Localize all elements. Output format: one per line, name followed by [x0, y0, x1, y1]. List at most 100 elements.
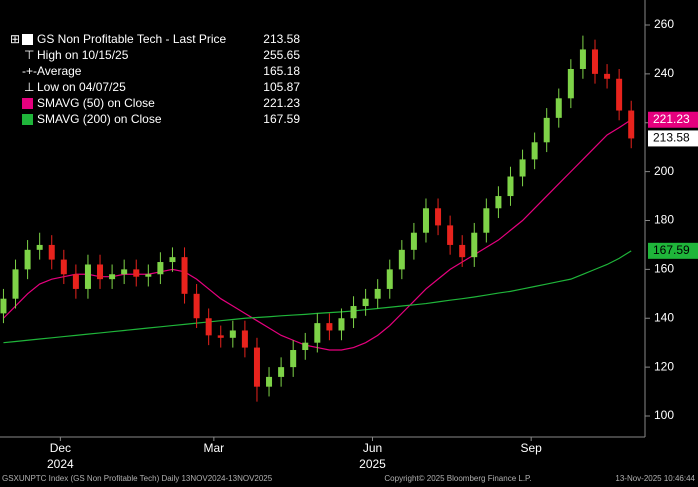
- candle-body: [169, 257, 176, 263]
- candle-body: [121, 269, 128, 275]
- candle-body: [507, 176, 514, 197]
- candle-body: [447, 225, 454, 245]
- candle-body: [290, 350, 297, 368]
- candle-body: [84, 264, 91, 289]
- y-tick-label: 160: [654, 262, 674, 276]
- plot: [0, 35, 635, 402]
- x-tick-label: Sep: [520, 441, 542, 455]
- candle-body: [36, 244, 43, 250]
- legend-value: 255.65: [263, 48, 300, 62]
- legend-value: 221.23: [263, 96, 300, 110]
- candle-body: [217, 335, 224, 338]
- legend-label: Average: [37, 64, 82, 78]
- candle-body: [338, 318, 345, 331]
- legend-glyph: ⊞: [10, 32, 20, 46]
- candle-body: [579, 49, 586, 69]
- candle-body: [145, 274, 152, 277]
- candle-body: [278, 367, 285, 377]
- candle-body: [241, 330, 248, 348]
- candle-body: [12, 269, 19, 299]
- candle-body: [253, 347, 260, 387]
- candle-body: [459, 244, 466, 258]
- candle-body: [495, 196, 502, 209]
- legend-glyph: ⊤: [24, 48, 34, 62]
- last-value-label: 221.23: [653, 112, 690, 126]
- legend-swatch: [22, 34, 33, 45]
- last-value-label: 213.58: [653, 131, 690, 145]
- candle-body: [109, 274, 116, 280]
- candle-body: [0, 298, 7, 314]
- candle-body: [435, 208, 442, 226]
- legend-label: SMAVG (50) on Close: [37, 96, 155, 110]
- candle-body: [591, 49, 598, 74]
- candle-body: [422, 208, 429, 233]
- footer-left: GSXUNPTC Index (GS Non Profitable Tech) …: [2, 474, 273, 483]
- last-value-tag: [648, 130, 698, 147]
- y-tick-label: 260: [654, 17, 674, 31]
- legend-swatch: [22, 114, 33, 125]
- candle-body: [483, 208, 490, 233]
- candle-body: [555, 98, 562, 118]
- last-value-tag: [648, 111, 698, 128]
- y-tick-label: 180: [654, 213, 674, 227]
- candle-body: [543, 117, 550, 143]
- candle-body: [519, 159, 526, 177]
- x-tick-label: Mar: [204, 441, 225, 455]
- candle-body: [398, 249, 405, 270]
- legend-label: SMAVG (200) on Close: [37, 112, 162, 126]
- candle-body: [181, 257, 188, 294]
- y-tick-label: 200: [654, 164, 674, 178]
- x-tick-label: Dec: [50, 441, 71, 455]
- candle-body: [386, 269, 393, 289]
- legend-box: [5, 28, 305, 132]
- candle-body: [616, 78, 623, 111]
- candle-body: [410, 232, 417, 250]
- candle-body: [362, 298, 369, 307]
- footer-right: 13-Nov-2025 10:46:44: [615, 474, 695, 483]
- candle-body: [350, 306, 357, 319]
- legend-label: High on 10/15/25: [37, 48, 129, 62]
- candle-body: [97, 264, 104, 280]
- footer-center: Copyright© 2025 Bloomberg Finance L.P.: [384, 474, 531, 483]
- candle-body: [229, 330, 236, 338]
- legend-label: GS Non Profitable Tech - Last Price: [37, 32, 227, 46]
- candle-body: [205, 318, 212, 336]
- candle-body: [531, 142, 538, 160]
- last-value-label: 167.59: [653, 243, 690, 257]
- legend-label: Low on 04/07/25: [37, 80, 126, 94]
- candle-body: [471, 232, 478, 258]
- candle-body: [302, 342, 309, 351]
- candle-body: [604, 73, 611, 79]
- legend-value: 167.59: [263, 112, 300, 126]
- last-value-tag: [648, 242, 698, 259]
- legend-value: 165.18: [263, 64, 300, 78]
- candle-body: [24, 249, 31, 270]
- year-label: 2024: [47, 457, 74, 471]
- legend-glyph: -+-: [22, 64, 37, 78]
- x-tick-label: Jun: [363, 441, 382, 455]
- candle-body: [60, 259, 67, 275]
- legend-glyph: ⊥: [24, 80, 34, 94]
- y-tick-label: 100: [654, 408, 674, 422]
- legend-value: 213.58: [263, 32, 300, 46]
- legend: ⊞ GS Non Profitable Tech - Last Price 21…: [5, 28, 305, 132]
- candle-body: [157, 262, 164, 275]
- candle-body: [72, 274, 79, 289]
- candle-body: [628, 110, 635, 139]
- sma-line: [3, 250, 632, 344]
- legend-swatch: [22, 98, 33, 109]
- candle-body: [266, 376, 273, 387]
- year-label: 2025: [359, 457, 386, 471]
- candle-body: [48, 244, 55, 260]
- candle-body: [314, 323, 321, 343]
- y-tick-label: 140: [654, 310, 674, 324]
- y-tick-label: 120: [654, 359, 674, 373]
- y-tick-label: 240: [654, 66, 674, 80]
- candle-body: [326, 323, 333, 331]
- candle-body: [374, 288, 381, 299]
- legend-value: 105.87: [263, 80, 300, 94]
- candle-body: [133, 269, 140, 277]
- candle-body: [567, 68, 574, 99]
